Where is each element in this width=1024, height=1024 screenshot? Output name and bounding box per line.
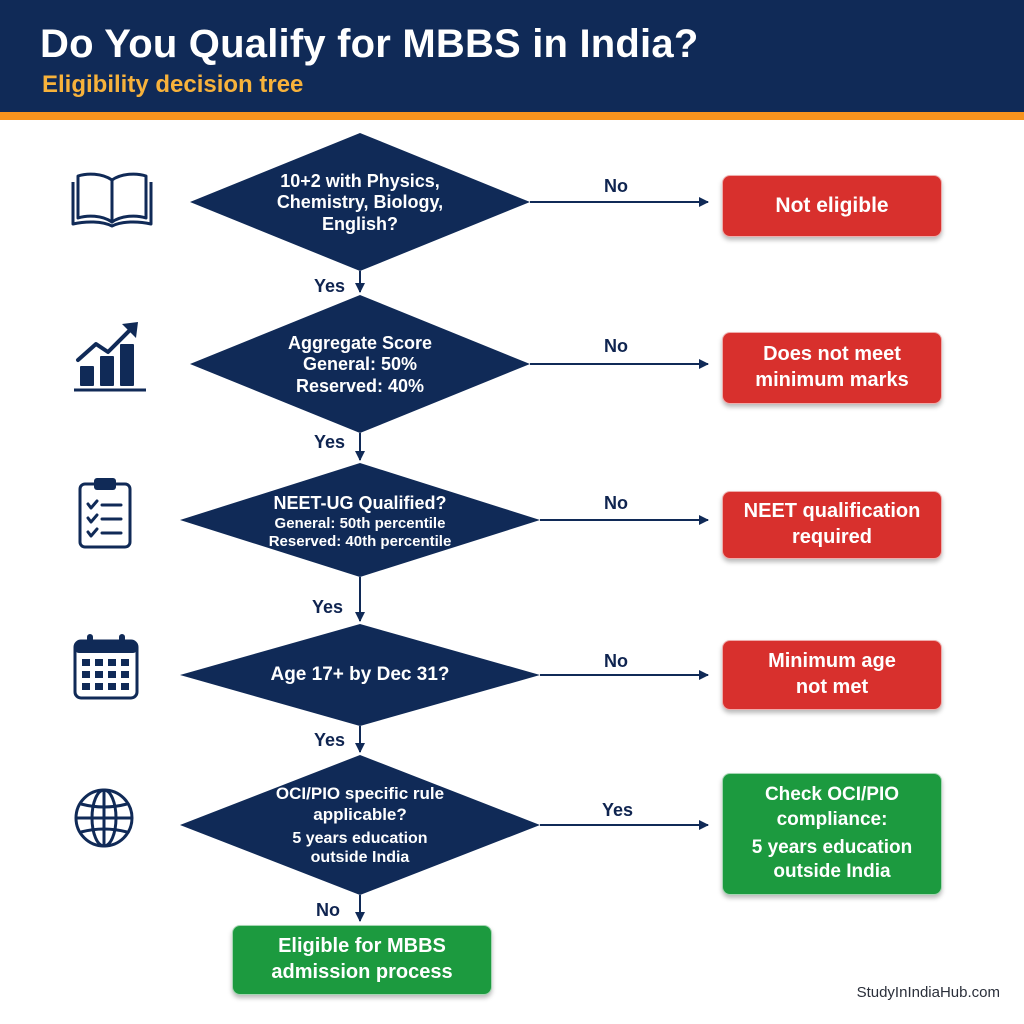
outcome-line: not met <box>795 676 869 698</box>
edge-label-aggregate-no: No <box>604 336 628 356</box>
page-title: Do You Qualify for MBBS in India? <box>40 22 699 66</box>
outcome-line: outside India <box>773 861 891 883</box>
decision-line: 10+2 with Physics, <box>280 170 440 191</box>
globe-icon <box>74 788 134 848</box>
decision-diamond-neet <box>180 463 540 577</box>
decision-diamond-aggregate <box>190 295 530 433</box>
open-book-icon <box>71 172 153 228</box>
decision-text-aggregate: Aggregate Score General: 50% Reserved: 4… <box>230 328 490 402</box>
outcome-line: Check OCI/PIO <box>764 784 900 806</box>
header-bar <box>0 0 1024 112</box>
edge-label-neet-no: No <box>604 493 628 513</box>
outcome-line: Minimum age <box>768 650 896 673</box>
outcome-line: 5 years education <box>751 837 913 858</box>
decision-line: Aggregate Score <box>287 332 433 353</box>
footer-site-credit: StudyInIndiaHub.com <box>856 984 1000 1001</box>
decision-line: outside India <box>310 849 410 867</box>
outcome-oci-compliance: Check OCI/PIO compliance: 5 years educat… <box>722 773 942 895</box>
edge-label-subjects-yes: Yes <box>314 276 346 296</box>
header-accent-stripe <box>0 112 1024 120</box>
outcome-line: compliance: <box>776 808 888 830</box>
outcome-minimum-age: Minimum age not met <box>722 640 942 710</box>
outcome-line: Not eligible <box>775 193 889 217</box>
decision-diamond-age <box>180 624 540 726</box>
decision-text-oci: OCI/PIO specific rule applicable? 5 year… <box>230 781 490 871</box>
decision-line: OCI/PIO specific rule <box>275 784 445 804</box>
decision-line: Chemistry, Biology, <box>276 192 444 213</box>
decision-line: applicable? <box>313 804 407 824</box>
decision-text-subjects: 10+2 with Physics, Chemistry, Biology, E… <box>230 166 490 240</box>
decision-line: Age 17+ by Dec 31? <box>270 663 450 685</box>
decision-line: General: 50% <box>302 354 418 375</box>
page-subtitle: Eligibility decision tree <box>42 71 304 98</box>
outcome-line: NEET qualification <box>743 500 921 523</box>
clipboard-checklist-icon <box>78 478 132 549</box>
decision-text-age: Age 17+ by Dec 31? <box>230 660 490 690</box>
outcome-minimum-marks: Does not meet minimum marks <box>722 332 942 404</box>
outcome-eligible-mbbs: Eligible for MBBS admission process <box>232 925 492 995</box>
outcome-line: Eligible for MBBS <box>278 935 446 958</box>
outcome-line: admission process <box>271 961 453 983</box>
decision-line: NEET-UG Qualified? <box>273 493 447 514</box>
calendar-icon <box>73 634 139 700</box>
edge-label-oci-no: No <box>316 900 340 920</box>
outcome-line: minimum marks <box>755 369 909 391</box>
decision-line: General: 50th percentile <box>274 514 446 532</box>
outcome-line: required <box>791 526 873 548</box>
edge-label-age-yes: Yes <box>314 730 346 750</box>
edge-label-aggregate-yes: Yes <box>314 432 346 452</box>
decision-line: Reserved: 40% <box>295 375 425 396</box>
bar-chart-growth-icon <box>74 322 146 392</box>
decision-line: 5 years education <box>292 830 428 848</box>
decision-diamond-subjects <box>190 133 530 271</box>
edge-label-oci-yes: Yes <box>602 800 634 820</box>
decision-text-neet: NEET-UG Qualified? General: 50th percent… <box>220 487 500 557</box>
edge-label-age-no: No <box>604 651 628 671</box>
edge-label-subjects-no: No <box>604 176 628 196</box>
decision-line: English? <box>322 213 398 234</box>
outcome-neet-required: NEET qualification required <box>722 491 942 559</box>
decision-diamond-oci <box>180 755 540 895</box>
decision-line: Reserved: 40th percentile <box>268 532 452 550</box>
outcome-not-eligible: Not eligible <box>722 175 942 237</box>
edge-label-neet-yes: Yes <box>312 597 344 617</box>
outcome-line: Does not meet <box>763 343 901 366</box>
